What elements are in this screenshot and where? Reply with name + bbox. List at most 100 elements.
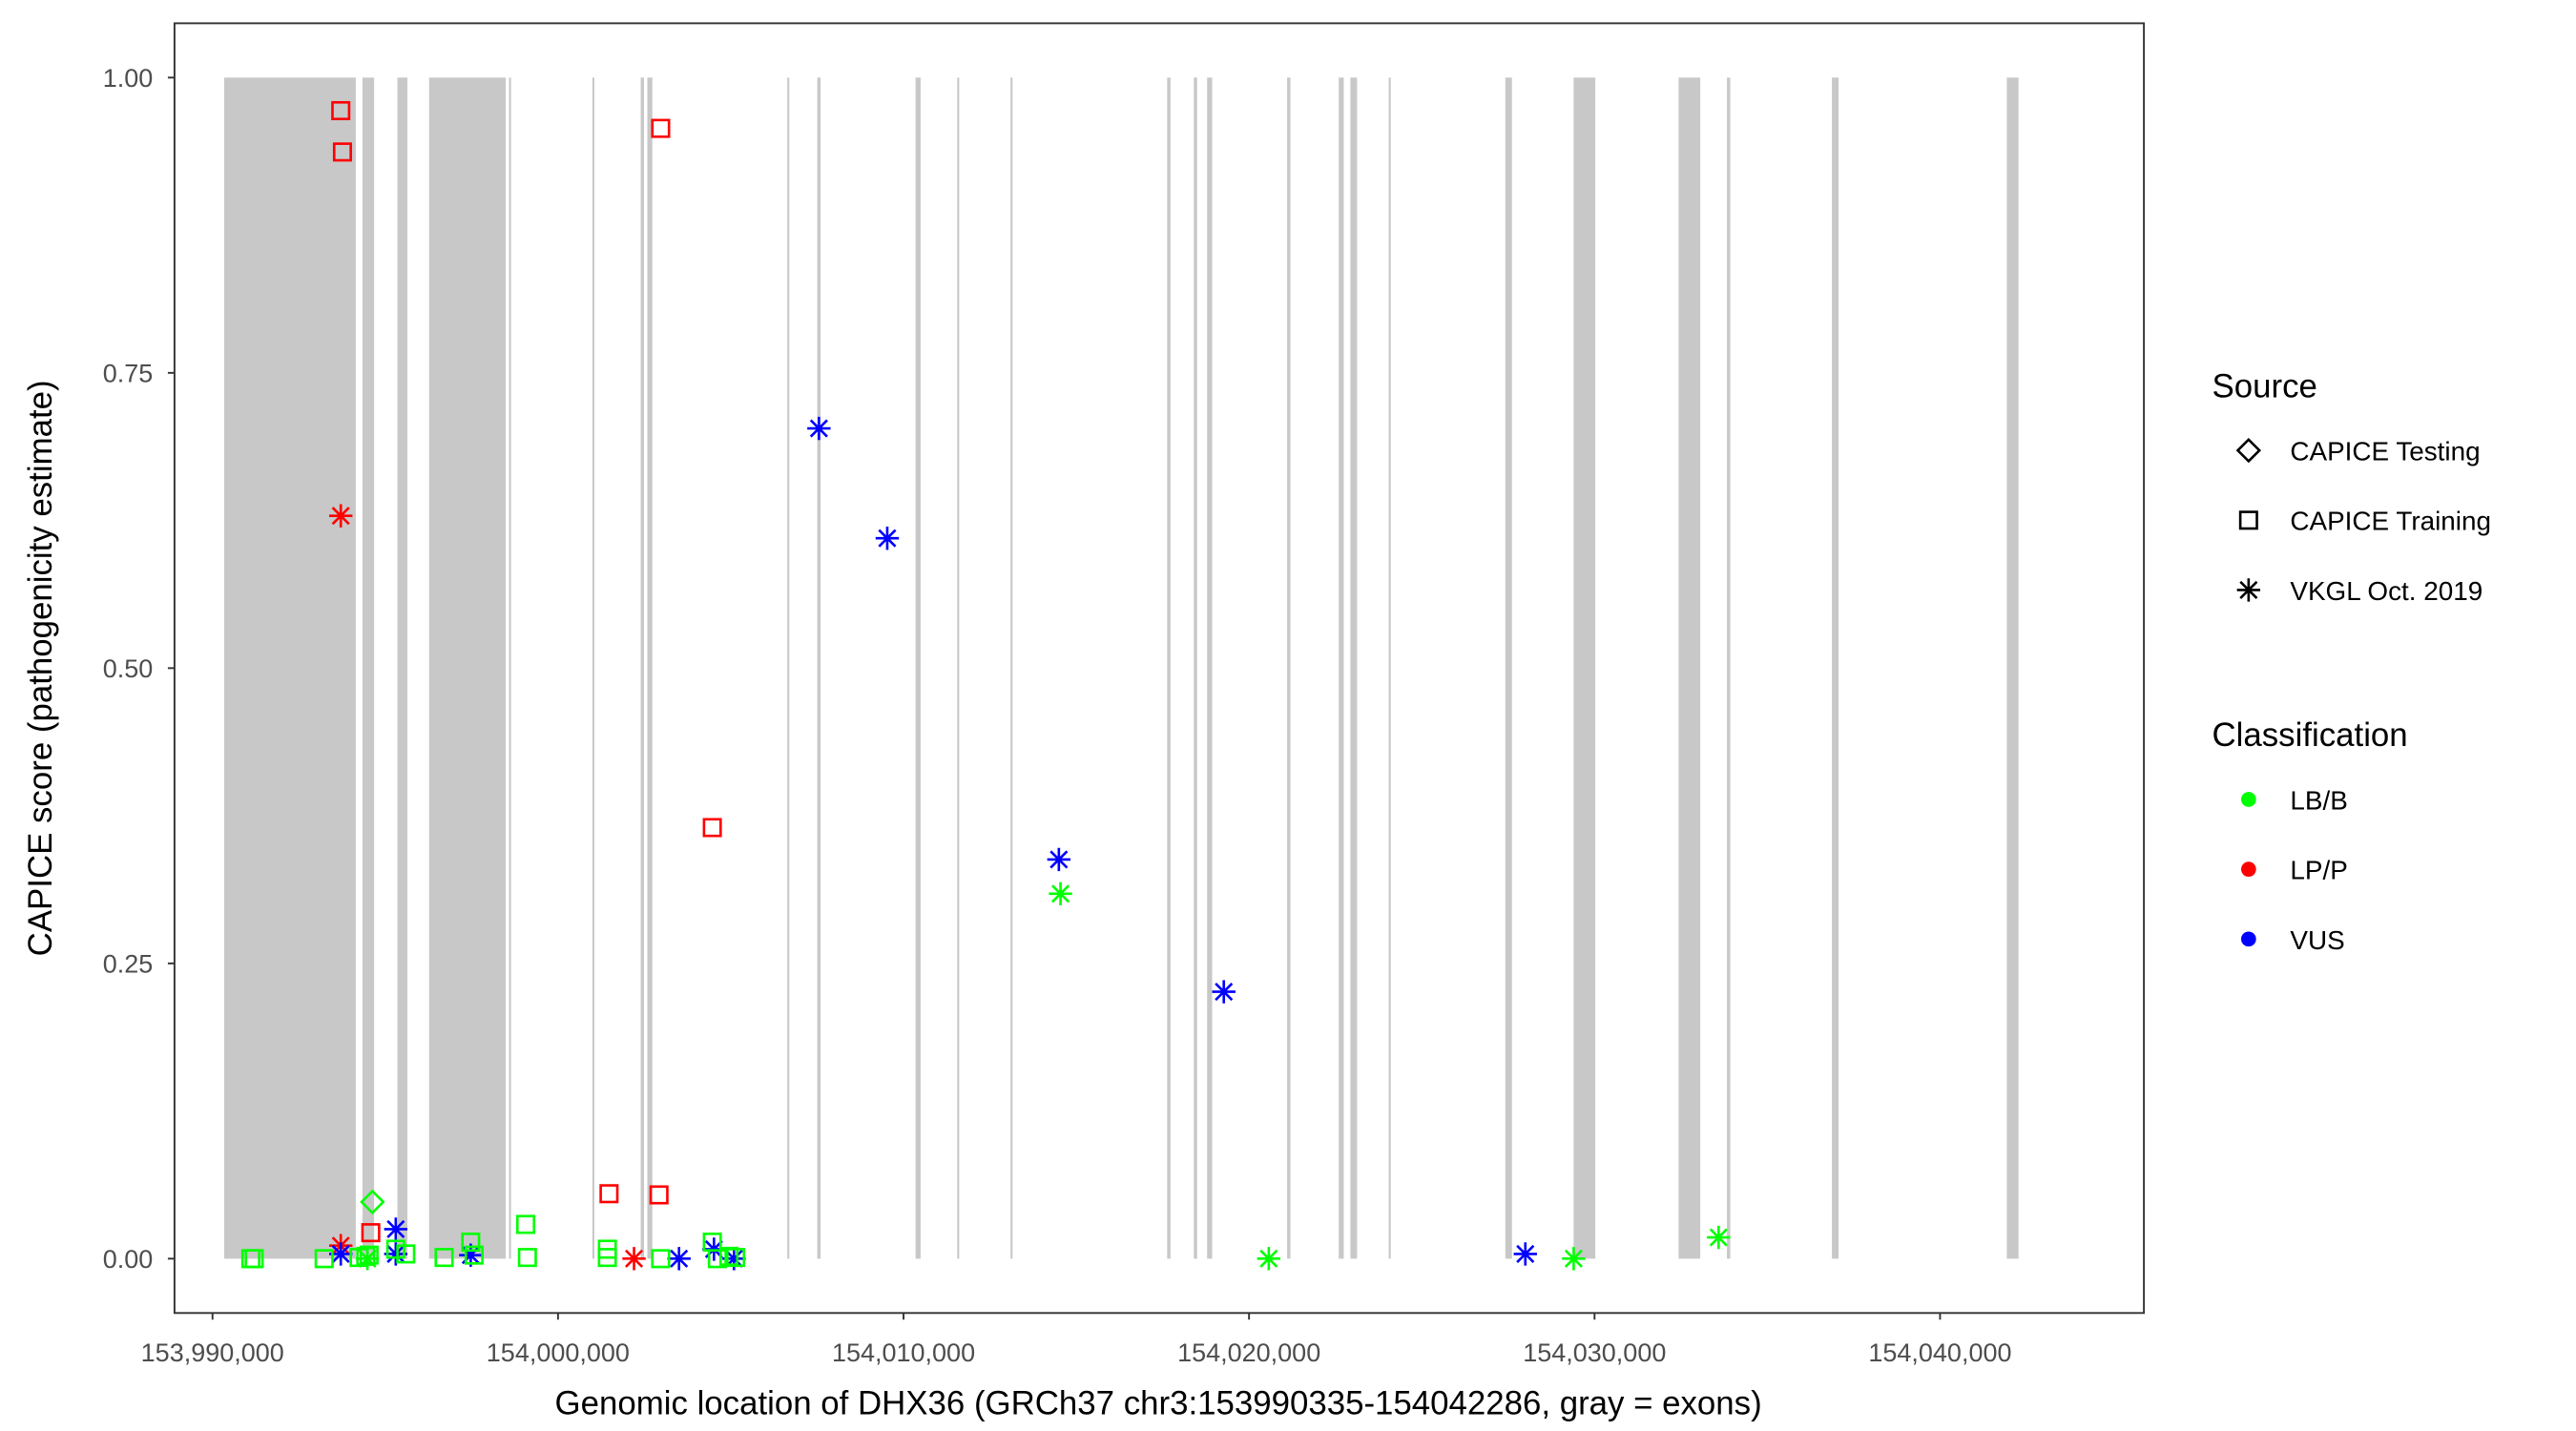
asterisk-marker-shape	[1049, 881, 1072, 906]
exon-bar	[397, 77, 408, 1259]
data-point-vkgl	[1257, 1247, 1281, 1271]
y-tick-label: 0.75	[103, 359, 154, 387]
exon-bar	[1350, 77, 1358, 1259]
x-tick-label: 154,020,000	[1177, 1338, 1320, 1367]
asterisk-marker-shape	[807, 416, 831, 441]
square-marker-shape	[331, 100, 351, 121]
square-marker-shape	[517, 1248, 537, 1268]
y-tick-label: 1.00	[103, 64, 154, 93]
asterisk-marker-shape	[1562, 1247, 1586, 1271]
square-marker-shape	[599, 1184, 619, 1204]
data-point-vkgl	[459, 1243, 483, 1267]
exon-bar	[1678, 77, 1701, 1259]
x-tick-label: 154,000,000	[487, 1338, 630, 1367]
legend-key-vkgl	[2236, 578, 2261, 602]
data-point-vkgl	[722, 1247, 746, 1271]
square-marker-shape	[359, 1245, 379, 1265]
y-axis-title: CAPICE score (pathogenicity estimate)	[22, 380, 59, 956]
square-marker-shape	[332, 142, 352, 162]
data-point-training	[332, 142, 352, 162]
data-point-training	[396, 1244, 416, 1264]
asterisk-marker-shape	[459, 1243, 483, 1267]
legend: Source Classification CAPICE Testing CAPI…	[2212, 367, 2491, 954]
legend-label-class: LB/B	[2290, 785, 2347, 815]
exon-bar	[428, 77, 507, 1259]
data-point-training	[244, 1249, 264, 1269]
square-marker-shape	[385, 1239, 405, 1259]
data-point-training	[314, 1249, 334, 1269]
data-point-training	[651, 118, 671, 138]
x-tick-label: 154,040,000	[1868, 1338, 2011, 1367]
data-point-training	[461, 1233, 481, 1253]
legend-source-title: Source	[2212, 367, 2317, 404]
data-point-training	[649, 1185, 669, 1205]
diamond-marker-shape	[2235, 437, 2262, 464]
exon-layer	[223, 77, 2019, 1259]
square-marker-shape	[461, 1233, 481, 1253]
legend-label-testing: CAPICE Testing	[2290, 437, 2480, 467]
exon-bar	[1505, 77, 1512, 1259]
x-tick-label: 153,990,000	[141, 1338, 284, 1367]
exon-bar	[817, 77, 821, 1259]
data-point-training	[361, 1223, 381, 1243]
exon-bar	[787, 77, 790, 1259]
x-tick-label: 154,010,000	[832, 1338, 975, 1367]
data-point-vkgl	[384, 1242, 408, 1266]
asterisk-marker-shape	[384, 1217, 408, 1241]
asterisk-marker-shape	[1707, 1225, 1731, 1250]
square-marker-shape	[464, 1245, 484, 1265]
y-tick-label: 0.25	[103, 949, 154, 978]
exon-bar	[223, 77, 356, 1259]
legend-label-training: CAPICE Training	[2290, 507, 2491, 536]
legend-label-vkgl: VKGL Oct. 2019	[2290, 576, 2483, 606]
asterisk-marker-shape	[2236, 578, 2261, 602]
data-point-vkgl	[1562, 1247, 1586, 1271]
square-marker-shape	[244, 1249, 264, 1269]
square-marker-shape	[434, 1248, 454, 1268]
x-tick-label: 154,030,000	[1523, 1338, 1666, 1367]
data-point-training	[702, 818, 722, 838]
exon-bar	[509, 77, 511, 1259]
exon-bar	[1167, 77, 1171, 1259]
square-marker-shape	[702, 818, 722, 838]
y-axis: 0.00 0.25 0.50 0.75 1.00	[103, 64, 175, 1274]
exon-bar	[1388, 77, 1391, 1259]
data-point-vkgl	[1047, 847, 1071, 872]
exon-bar	[1287, 77, 1291, 1259]
data-point-training	[434, 1248, 454, 1268]
data-point-training	[464, 1245, 484, 1265]
data-point-training	[599, 1184, 619, 1204]
data-point-training	[651, 1249, 671, 1269]
asterisk-marker-shape	[384, 1242, 408, 1266]
legend-label-class: VUS	[2290, 925, 2344, 955]
asterisk-marker-shape	[1047, 847, 1071, 872]
square-marker-shape	[2238, 510, 2258, 530]
data-point-vkgl	[329, 1242, 353, 1266]
data-point-vkgl	[1212, 980, 1236, 1004]
data-point-testing	[360, 1189, 385, 1215]
data-point-training	[517, 1248, 537, 1268]
legend-key-dot	[2241, 792, 2256, 807]
data-point-vkgl	[807, 416, 831, 441]
x-axis-title: Genomic location of DHX36 (GRCh37 chr3:1…	[555, 1385, 1762, 1422]
data-point-vkgl	[329, 504, 353, 528]
data-point-training	[726, 1248, 746, 1268]
exon-bar	[1573, 77, 1596, 1259]
square-marker-shape	[597, 1248, 617, 1268]
asterisk-marker-shape	[329, 1242, 353, 1266]
asterisk-marker-shape	[1212, 980, 1236, 1004]
data-point-training	[331, 100, 351, 121]
data-point-vkgl	[384, 1217, 408, 1241]
asterisk-marker-shape	[875, 526, 900, 550]
exon-bar	[362, 77, 375, 1259]
y-tick-label: 0.50	[103, 654, 154, 683]
diamond-marker-shape	[360, 1189, 385, 1215]
asterisk-marker-shape	[667, 1247, 691, 1271]
data-point-training	[707, 1249, 727, 1269]
exon-bar	[1010, 77, 1013, 1259]
data-point-training	[516, 1214, 536, 1234]
asterisk-marker-shape	[1257, 1247, 1281, 1271]
exon-bar	[1727, 77, 1731, 1259]
square-marker-shape	[516, 1214, 536, 1234]
exon-bar	[1194, 77, 1197, 1259]
